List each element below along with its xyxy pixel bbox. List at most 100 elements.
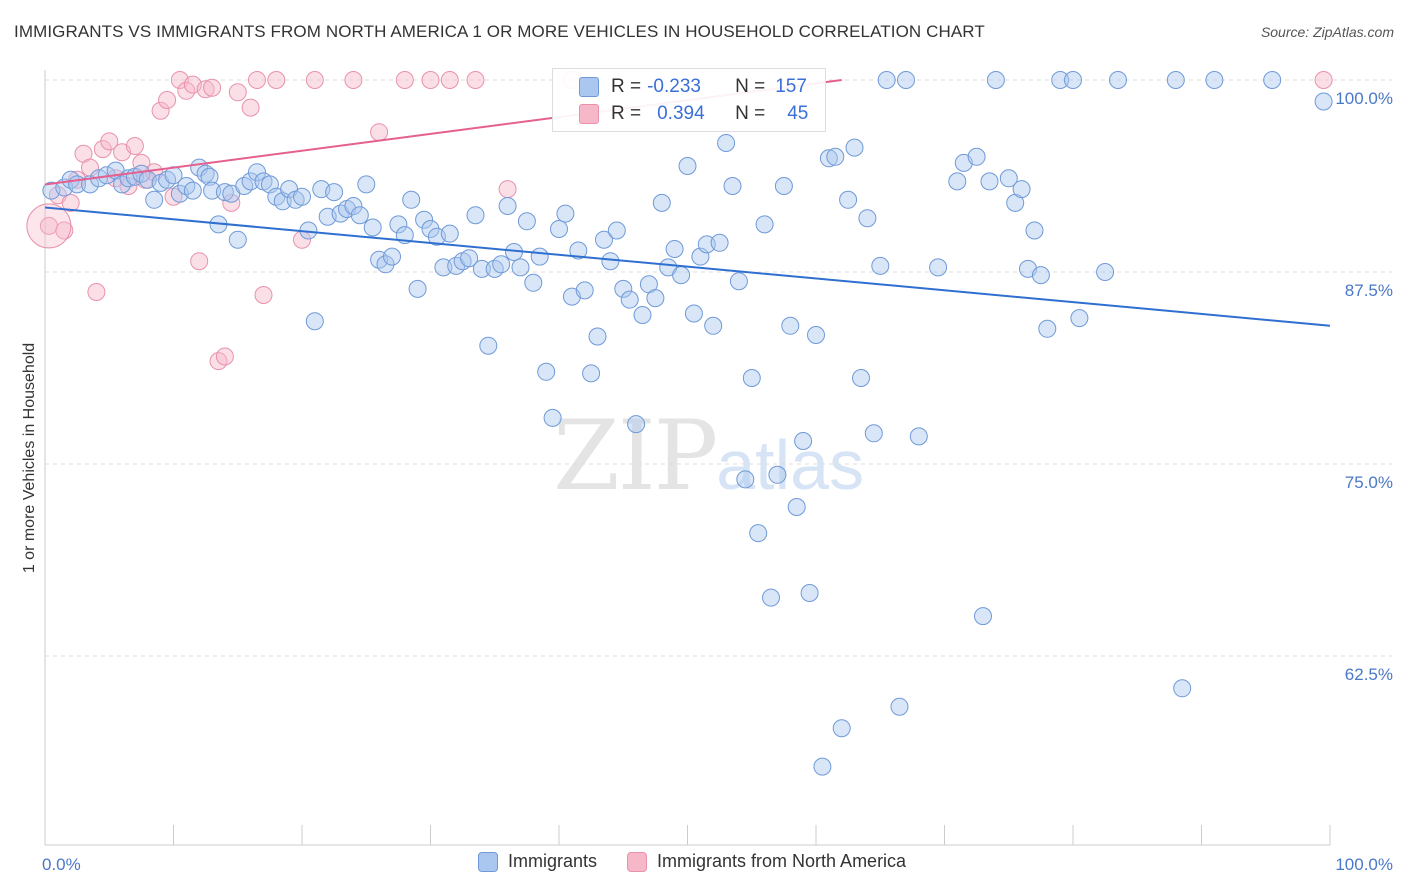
- north-america-point-29: [228, 83, 247, 102]
- immigrants-point-114: [787, 498, 806, 516]
- immigrants-point-46: [350, 206, 369, 225]
- axis-labels: 62.5% 75.0% 87.5% 100.0% 0.0% 100.0% 1 or more…: [21, 89, 1393, 874]
- watermark: ZIPatlas: [553, 400, 864, 512]
- immigrants-point-98: [684, 304, 703, 323]
- north-america-point-3: [61, 193, 80, 212]
- north-america-point-24: [196, 80, 215, 99]
- immigrants-trend-line: [44, 206, 1331, 327]
- stats-row-north-america: R = 0.394 N = 45: [553, 100, 808, 128]
- x-tick-label-0: 0.0%: [42, 855, 81, 874]
- immigrants-point-63: [460, 249, 479, 268]
- legend-item-north-america[interactable]: Immigrants from North America: [627, 851, 906, 872]
- chart-title: IMMIGRANTS VS IMMIGRANTS FROM NORTH AMER…: [14, 22, 985, 41]
- immigrants-point-65: [472, 259, 491, 278]
- north-america-point-35: [305, 71, 324, 89]
- north-america-point-37: [370, 123, 389, 142]
- immigrants-point-86: [607, 221, 626, 240]
- y-tick-label-2: 87.5%: [1345, 281, 1393, 300]
- immigrants-point-130: [897, 71, 915, 89]
- north-america-point-23: [190, 252, 209, 271]
- immigrants-point-71: [511, 258, 530, 277]
- north-america-point-44: [1314, 71, 1333, 89]
- immigrants-point-116: [800, 584, 819, 602]
- north-america-point-40: [440, 71, 459, 89]
- immigrants-point-141: [1012, 180, 1031, 199]
- immigrants-point-136: [974, 607, 992, 626]
- immigrants-point-115: [794, 432, 813, 450]
- immigrants-point-103: [717, 134, 736, 152]
- immigrants-point-48: [363, 218, 382, 237]
- north-america-large-point: [26, 203, 72, 249]
- immigrants-point-67: [485, 259, 504, 278]
- north-america-point-13: [125, 137, 144, 155]
- north-america-points: [26, 71, 1333, 371]
- immigrants-point-39: [305, 312, 324, 331]
- immigrants-point-112: [774, 177, 793, 195]
- legend-label-north-america: Immigrants from North America: [657, 851, 907, 871]
- immigrants-point-88: [620, 290, 639, 309]
- north-america-point-41: [466, 71, 485, 89]
- immigrants-point-93: [652, 193, 671, 212]
- legend-swatch-immigrants: [478, 851, 498, 872]
- immigrants-point-80: [569, 241, 588, 260]
- immigrants-point-73: [524, 273, 543, 292]
- immigrants-point-78: [556, 204, 575, 223]
- north-america-swatch: [579, 104, 599, 124]
- legend-item-immigrants[interactable]: Immigrants: [478, 851, 597, 872]
- immigrants-point-154: [1263, 71, 1282, 89]
- immigrants-point-95: [665, 240, 684, 258]
- immigrants-point-69: [498, 197, 517, 215]
- immigrants-point-117: [807, 326, 825, 344]
- immigrants-point-133: [948, 172, 967, 191]
- watermark-atlas: atlas: [716, 426, 865, 504]
- immigrants-point-64: [466, 206, 485, 225]
- immigrants-point-101: [704, 316, 723, 335]
- immigrants-point-55: [408, 279, 427, 298]
- immigrants-point-121: [832, 719, 851, 738]
- y-tick-label-1: 75.0%: [1345, 473, 1393, 492]
- north-america-point-27: [215, 347, 234, 366]
- immigrants-point-74: [530, 247, 549, 266]
- immigrants-point-77: [550, 220, 568, 238]
- immigrants-point-144: [1031, 266, 1050, 285]
- gridlines: [45, 79, 1392, 657]
- north-america-point-38: [395, 71, 414, 89]
- immigrants-point-30: [248, 163, 266, 182]
- immigrants-point-150: [1109, 71, 1127, 89]
- immigrants-point-57: [421, 220, 440, 238]
- n-value-north-america: 45: [787, 103, 809, 124]
- immigrants-point-122: [839, 190, 858, 209]
- north-america-point-31: [248, 71, 266, 89]
- immigrants-point-83: [588, 327, 607, 346]
- north-america-point-12: [119, 177, 138, 195]
- north-america-point-9: [100, 132, 119, 151]
- immigrants-point-25: [215, 183, 234, 202]
- immigrants-point-72: [517, 212, 536, 231]
- immigrants-point-104: [723, 177, 742, 195]
- immigrants-point-147: [1064, 71, 1082, 89]
- immigrants-point-109: [755, 215, 774, 234]
- immigrants-point-29: [241, 172, 260, 191]
- immigrants-point-126: [864, 424, 883, 443]
- immigrants-point-52: [389, 215, 408, 234]
- legend-swatch-north-america: [627, 851, 648, 872]
- immigrants-point-155: [1314, 92, 1333, 111]
- immigrants-point-132: [929, 258, 948, 277]
- immigrants-point-96: [672, 266, 691, 285]
- immigrants-point-81: [575, 281, 594, 300]
- immigrants-point-51: [383, 247, 401, 266]
- x-tick-label-1: 100.0%: [1335, 855, 1393, 874]
- immigrants-point-123: [845, 138, 864, 157]
- stats-row-immigrants: R = -0.233 N = 157: [553, 73, 807, 101]
- axes: [44, 70, 1331, 846]
- north-america-point-39: [421, 71, 440, 89]
- north-america-point-42: [498, 180, 517, 199]
- immigrants-point-110: [762, 588, 780, 607]
- immigrants-point-37: [293, 187, 311, 206]
- north-america-point-32: [254, 286, 273, 304]
- immigrants-point-45: [344, 197, 363, 215]
- immigrants-point-42: [325, 183, 344, 202]
- immigrants-point-56: [415, 210, 434, 229]
- immigrants-point-107: [742, 369, 761, 387]
